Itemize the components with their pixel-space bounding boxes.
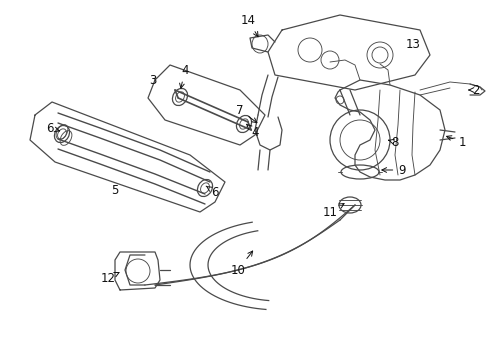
Text: 11: 11 [322,203,344,219]
Text: 3: 3 [149,73,157,86]
Text: 5: 5 [111,184,119,197]
Text: 13: 13 [406,39,420,51]
Text: 2: 2 [469,84,480,96]
Text: 6: 6 [206,185,219,198]
Text: 9: 9 [382,163,406,176]
Text: 1: 1 [446,135,466,148]
Text: 4: 4 [246,124,259,139]
Text: 8: 8 [389,135,399,148]
Text: 7: 7 [236,104,257,123]
Text: 10: 10 [231,251,253,276]
Text: 12: 12 [100,271,119,284]
Text: 4: 4 [180,63,189,88]
Text: 6: 6 [46,122,59,135]
Text: 14: 14 [241,13,258,37]
